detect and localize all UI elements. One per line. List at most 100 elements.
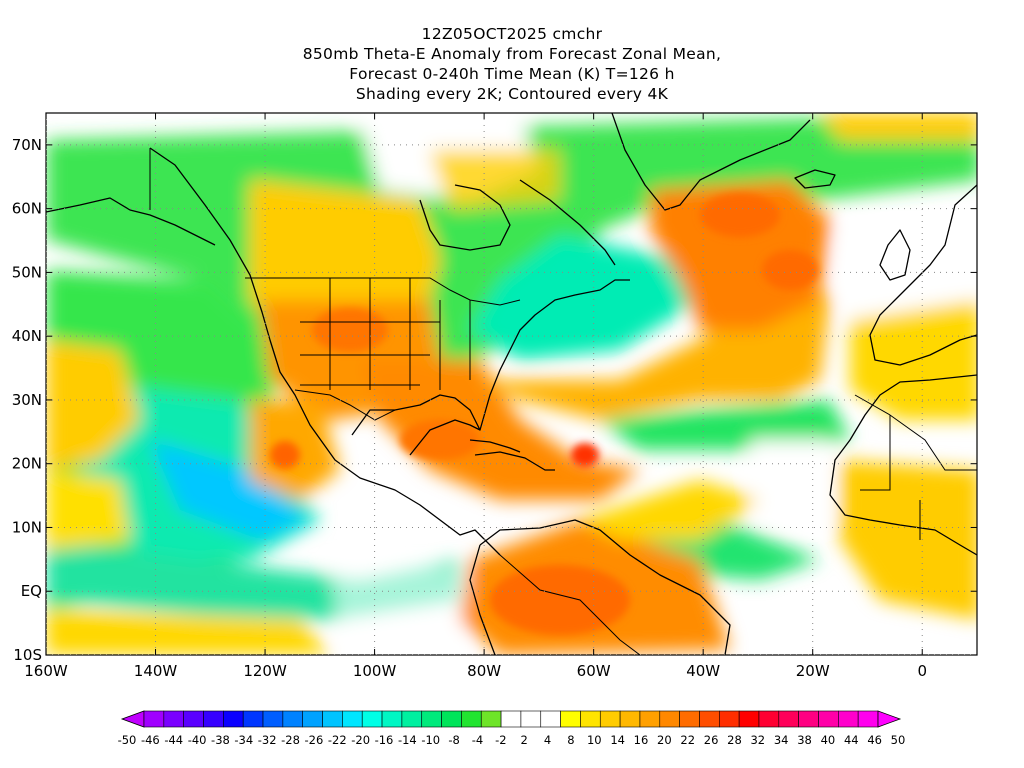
colorbar-label: 40: [821, 733, 836, 747]
colorbar-swatch: [560, 710, 581, 728]
lon-tick-label: 20W: [796, 662, 830, 680]
colorbar-swatch: [520, 710, 542, 728]
title-line-2: 850mb Theta-E Anomaly from Forecast Zona…: [302, 45, 722, 63]
colorbar-label: -38: [211, 733, 230, 747]
coastlines: [46, 113, 977, 655]
colorbar-labels: -50 -46 -44 -40 -38 -34 -32 -28 -26 -22 -20 -16 -14-…: [118, 733, 906, 747]
colorbar-swatch: [322, 710, 343, 728]
title-line-4: Shading every 2K; Contoured every 4K: [355, 85, 669, 103]
coast-east-north-america: [479, 279, 630, 431]
colorbar-label: -32: [258, 733, 277, 747]
colorbar-swatch: [718, 710, 740, 728]
colorbar-label: 16: [634, 733, 649, 747]
colorbar-label: -44: [164, 733, 183, 747]
colorbar-label: -40: [188, 733, 207, 747]
title-line-1: 12Z05OCT2025 cmchr: [421, 25, 603, 43]
colorbar-swatch: [342, 710, 363, 728]
colorbar-label: 34: [774, 733, 789, 747]
coast-labrador: [519, 179, 616, 266]
colorbar-swatch: [818, 710, 839, 728]
colorbar-swatch: [679, 710, 700, 728]
lon-tick-label: 80W: [467, 662, 501, 680]
coast-africa: [829, 374, 977, 556]
lon-tick-label: 0: [917, 662, 927, 680]
colorbar-swatch: [401, 710, 423, 728]
colorbar-label: 32: [750, 733, 765, 747]
colorbar-label: 28: [727, 733, 742, 747]
colorbar-label: 26: [704, 733, 719, 747]
colorbar: [120, 710, 902, 728]
lat-tick-label: 70N: [12, 136, 42, 154]
colorbar-swatch: [699, 710, 720, 728]
colorbar-high-arrow: [877, 710, 902, 728]
lon-tick-label: 60W: [577, 662, 611, 680]
coast-british-isles: [879, 229, 911, 281]
coast-west-north-america: [149, 147, 501, 556]
colorbar-swatch: [738, 710, 760, 728]
coast-europe: [869, 184, 977, 366]
colorbar-label: -26: [305, 733, 324, 747]
colorbar-label: -14: [398, 733, 417, 747]
colorbar-swatch: [381, 710, 403, 728]
colorbar-swatch: [778, 710, 799, 728]
colorbar-label: 14: [610, 733, 625, 747]
lon-tick-label: 100W: [353, 662, 397, 680]
colorbar-label: -34: [234, 733, 253, 747]
colorbar-label: 22: [680, 733, 695, 747]
coast-cuba: [469, 439, 521, 453]
coast-gulf-of-mexico: [351, 394, 481, 456]
colorbar-label: -46: [141, 733, 160, 747]
coast-alaska: [46, 197, 216, 246]
colorbar-swatch: [361, 710, 383, 728]
colorbar-label: -8: [448, 733, 459, 747]
colorbar-low-arrow: [120, 710, 145, 728]
lat-tick-label: 10N: [12, 518, 42, 536]
colorbar-label: 2: [521, 733, 528, 747]
lon-tick-label: 40W: [686, 662, 720, 680]
colorbar-swatch: [857, 710, 879, 728]
coast-caribbean: [474, 451, 555, 471]
colorbar-swatch: [163, 710, 184, 728]
longitude-axis: 160W 140W 120W 100W 80W 60W 40W 20W 0: [24, 113, 927, 680]
colorbar-swatch: [838, 710, 859, 728]
colorbar-label: -10: [421, 733, 440, 747]
colorbar-label: 46: [867, 733, 882, 747]
colorbar-label: 20: [657, 733, 672, 747]
colorbar-swatch: [203, 710, 224, 728]
colorbar-label: -4: [472, 733, 483, 747]
lat-tick-label: 40N: [12, 327, 42, 345]
colorbar-swatch: [282, 710, 304, 728]
colorbar-label: 50: [891, 733, 906, 747]
colorbar-swatch: [183, 710, 204, 728]
colorbar-swatch: [461, 710, 482, 728]
coast-greenland: [611, 113, 811, 211]
colorbar-label: -16: [375, 733, 394, 747]
colorbar-swatch: [242, 710, 264, 728]
colorbar-swatch: [639, 710, 661, 728]
lat-tick-label: 30N: [12, 391, 42, 409]
colorbar-label: -2: [495, 733, 506, 747]
colorbar-swatch: [599, 710, 621, 728]
graticule: [46, 113, 977, 655]
colorbar-swatch: [659, 710, 680, 728]
colorbar-swatch: [262, 710, 284, 728]
coast-south-america: [479, 519, 731, 655]
lon-tick-label: 140W: [134, 662, 178, 680]
colorbar-swatch: [500, 710, 522, 728]
colorbar-label: -50: [118, 733, 137, 747]
chart-title: 12Z05OCT2025 cmchr 850mb Theta-E Anomaly…: [0, 24, 1024, 104]
lon-tick-label: 120W: [243, 662, 287, 680]
colorbar-swatch: [540, 710, 561, 728]
political-boundaries: [149, 148, 977, 655]
title-line-3: Forecast 0-240h Time Mean (K) T=126 h: [349, 65, 675, 83]
colorbar-label: -20: [351, 733, 370, 747]
colorbar-label: 10: [587, 733, 602, 747]
lat-tick-label: 50N: [12, 263, 42, 281]
colorbar-label: 38: [797, 733, 812, 747]
colorbar-label: 44: [844, 733, 859, 747]
shading-field: [46, 113, 977, 655]
colorbar-swatch: [580, 710, 601, 728]
colorbar-swatch: [441, 710, 462, 728]
colorbar-swatch: [758, 710, 780, 728]
